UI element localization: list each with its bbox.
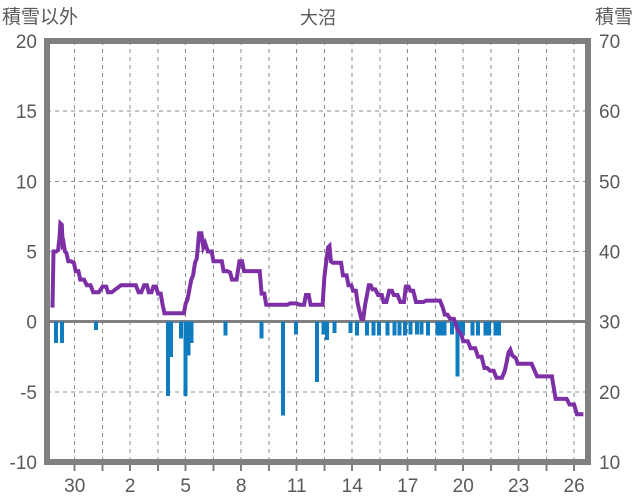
left-axis-tick-labels: 20 15 10 5 0 -5 -10 [10, 32, 37, 474]
left-tick-label: 15 [16, 102, 37, 123]
tick-marks-group [73, 465, 576, 471]
left-tick-label: -10 [10, 453, 37, 474]
left-tick-label: 0 [26, 313, 37, 334]
x-tick-label: 17 [397, 476, 418, 497]
right-tick-label: 70 [599, 32, 620, 53]
right-axis-tick-labels: 70 60 50 40 30 20 10 [599, 32, 620, 474]
x-tick-label: 23 [508, 476, 529, 497]
x-tick-label: 2 [125, 476, 136, 497]
left-tick-label: 5 [26, 243, 37, 264]
left-tick-label: -5 [20, 383, 37, 404]
x-tick-label: 11 [287, 476, 307, 497]
gridlines-group [47, 41, 588, 462]
right-tick-label: 60 [599, 102, 620, 123]
right-tick-label: 10 [599, 453, 620, 474]
left-tick-label: 10 [16, 172, 37, 193]
chart-title: 大沼 [300, 8, 336, 28]
right-tick-label: 40 [599, 243, 620, 264]
x-tick-label: 20 [453, 476, 474, 497]
right-tick-label: 50 [599, 172, 620, 193]
plot-frame [44, 38, 591, 465]
right-tick-label: 20 [599, 383, 620, 404]
bar-series-group [54, 321, 502, 416]
x-tick-label: 5 [180, 476, 191, 497]
left-tick-label: 20 [16, 32, 37, 53]
left-axis-title: 積雪以外 [2, 7, 79, 28]
x-axis-tick-labels: 30 2 5 8 11 14 17 20 23 26 [64, 476, 585, 497]
x-tick-label: 26 [564, 476, 585, 497]
x-tick-label: 14 [342, 476, 364, 497]
x-tick-label: 8 [236, 476, 247, 497]
right-axis-title: 積雪 [594, 7, 633, 28]
x-tick-label: 30 [64, 476, 85, 497]
line-series-group [50, 218, 584, 417]
right-tick-label: 30 [599, 313, 620, 334]
